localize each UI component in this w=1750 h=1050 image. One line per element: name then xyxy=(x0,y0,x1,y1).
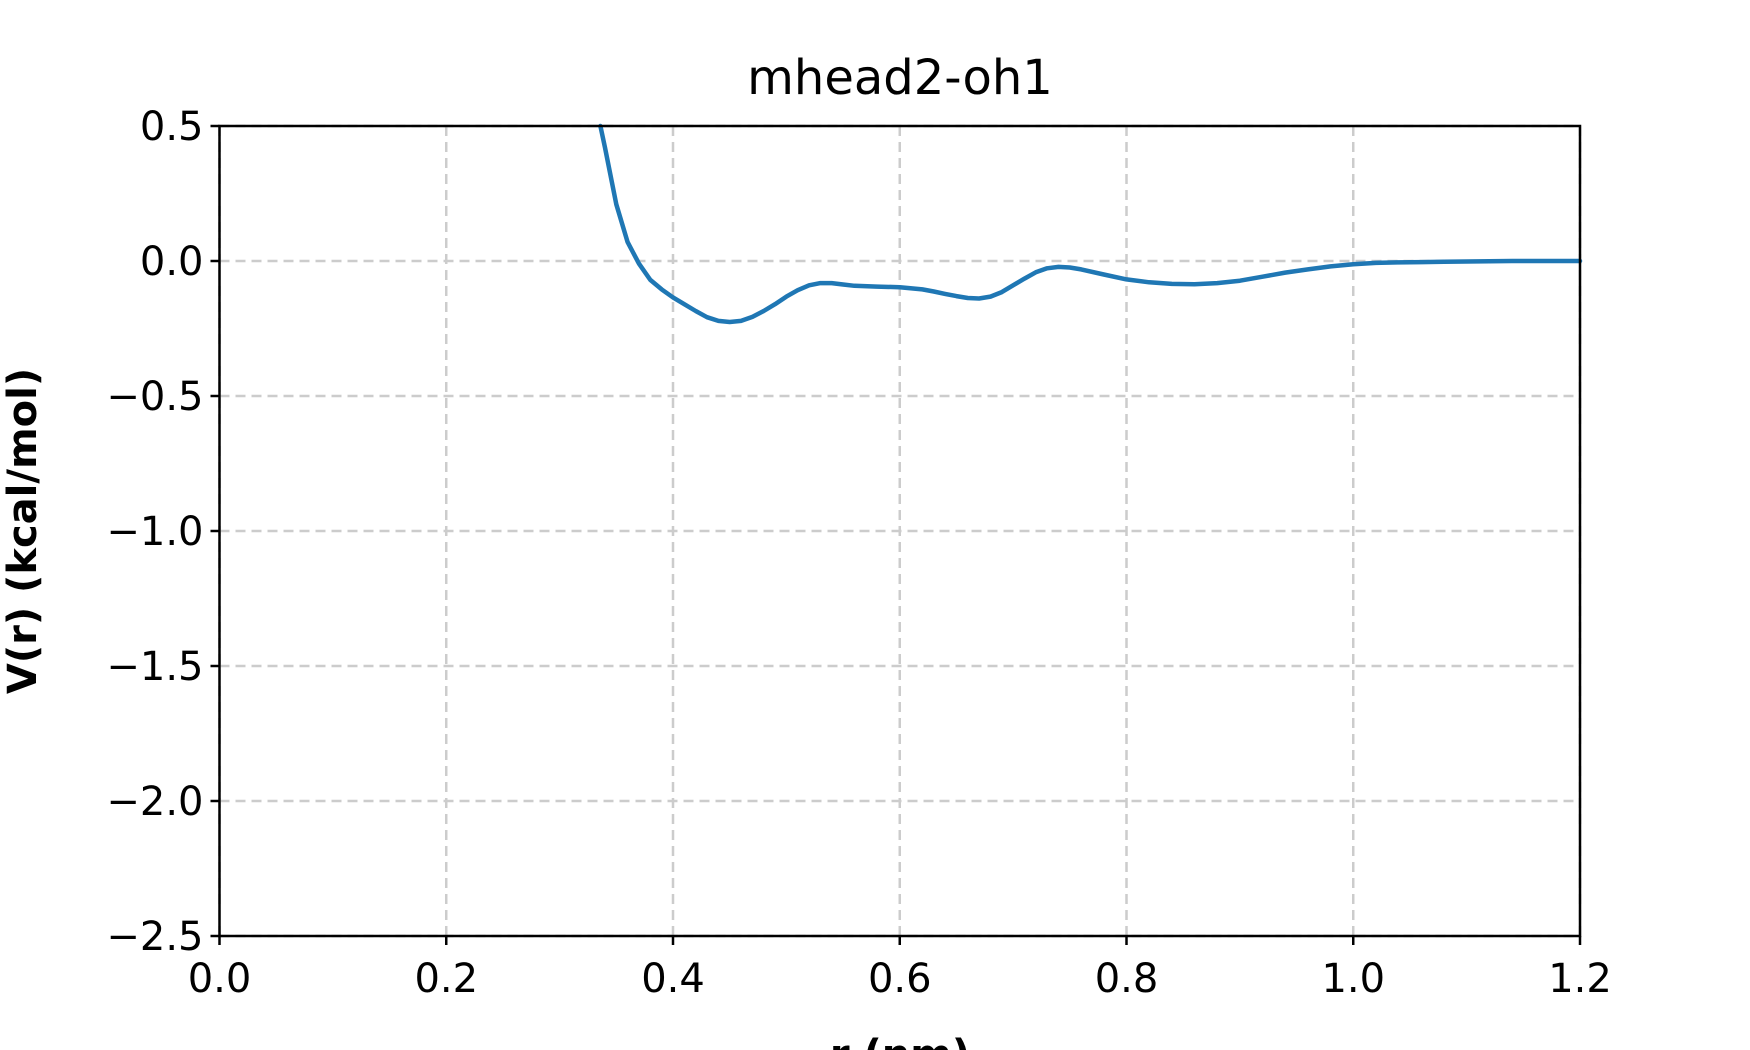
x-tick-label: 1.2 xyxy=(1548,956,1612,1002)
x-tick-label: 0.4 xyxy=(641,956,705,1002)
y-tick-label: 0.5 xyxy=(140,104,204,150)
x-axis: 0.0 0.2 0.4 0.6 0.8 1.0 1.2 xyxy=(188,936,1612,1002)
chart-title: mhead2-oh1 xyxy=(747,50,1053,106)
y-tick-label: −1.0 xyxy=(106,509,203,555)
y-tick-label: −2.0 xyxy=(106,779,203,825)
x-tick-label: 1.0 xyxy=(1321,956,1385,1002)
y-tick-label: 0.0 xyxy=(140,239,204,285)
series-line xyxy=(598,123,1583,325)
y-axis-label: V(r) (kcal/mol) xyxy=(0,368,46,694)
y-tick-label: −1.5 xyxy=(106,644,203,690)
y-tick-label: −2.5 xyxy=(106,914,203,960)
x-tick-label: 0.2 xyxy=(414,956,478,1002)
x-axis-label: r (nm) xyxy=(830,1032,970,1050)
x-tick-label: 0.6 xyxy=(868,956,932,1002)
y-axis: 0.5 0.0 −0.5 −1.0 −1.5 −2.0 −2.5 xyxy=(106,104,220,960)
series-layer xyxy=(598,123,1583,325)
x-tick-label: 0.0 xyxy=(188,956,252,1002)
y-tick-label: −0.5 xyxy=(106,374,203,420)
x-tick-label: 0.8 xyxy=(1095,956,1159,1002)
